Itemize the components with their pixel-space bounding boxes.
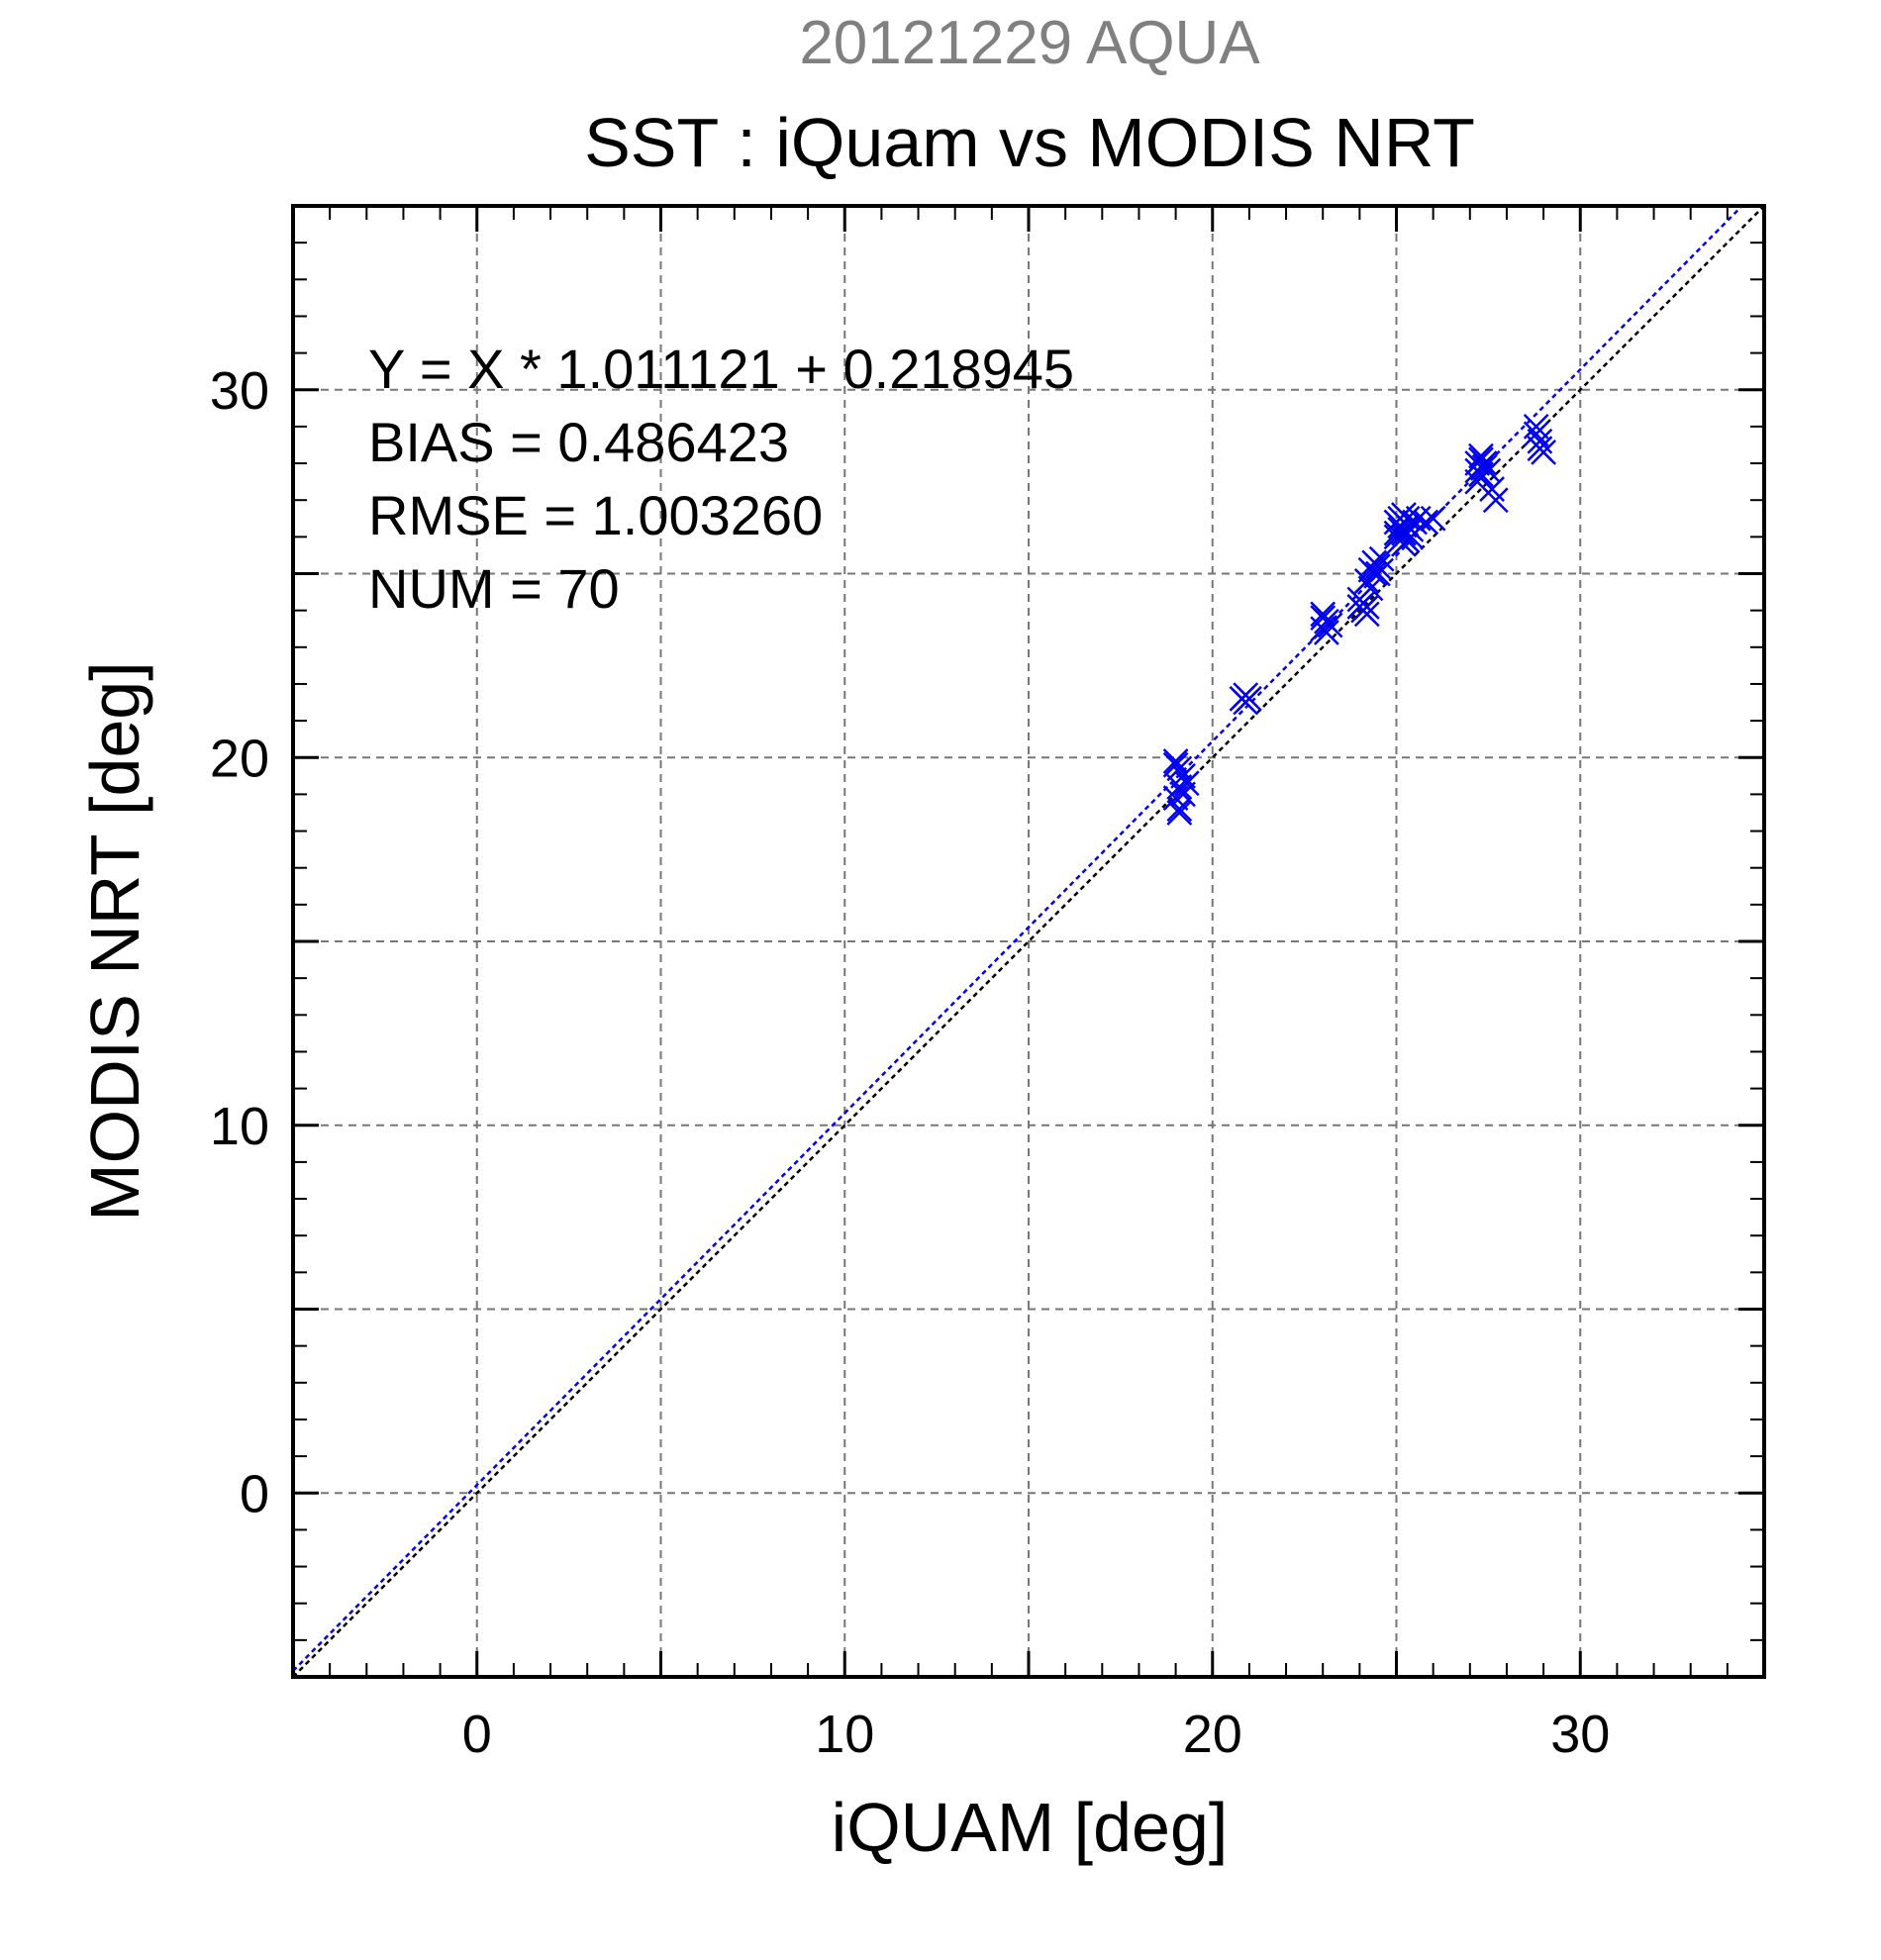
data-point (1398, 524, 1425, 550)
stats-line: RMSE = 1.003260 (368, 484, 823, 546)
y-tick-label: 10 (210, 1097, 269, 1156)
data-point (1166, 800, 1193, 826)
data-point (1317, 612, 1343, 638)
data-point (1523, 421, 1549, 447)
x-tick-label: 10 (815, 1705, 874, 1764)
data-point (1237, 685, 1262, 712)
data-points (1162, 414, 1556, 826)
fit-line (292, 205, 1743, 1672)
plot-frame (291, 204, 1766, 1679)
y-tick-label: 20 (210, 729, 269, 788)
y-tick-label: 30 (210, 361, 269, 421)
data-point (1357, 575, 1384, 602)
stats-line: BIAS = 0.486423 (368, 411, 789, 473)
data-point (1383, 520, 1410, 546)
data-point (1523, 414, 1549, 440)
y-tick-label: 0 (240, 1464, 269, 1523)
grid-lines (293, 206, 1764, 1677)
x-tick-label: 30 (1550, 1705, 1610, 1764)
reference-lines (292, 205, 1765, 1678)
data-point (1365, 560, 1391, 587)
data-point (1420, 505, 1446, 532)
data-point (1531, 440, 1556, 465)
data-point (1173, 770, 1200, 797)
x-tick-label: 0 (462, 1705, 492, 1764)
stats-line: Y = X * 1.011121 + 0.218945 (368, 338, 1074, 400)
data-point (1353, 568, 1380, 594)
chart-subtitle: 20121229 AQUA (799, 9, 1260, 77)
data-point (1468, 442, 1494, 469)
x-axis-label: iQUAM [deg] (832, 1789, 1229, 1866)
y-tick-labels: 0 10 20 30 (210, 361, 269, 1524)
stats-annotation: Y = X * 1.011121 + 0.218945 BIAS = 0.4864… (368, 338, 1074, 620)
data-point (1368, 545, 1395, 572)
x-tick-label: 20 (1183, 1705, 1242, 1764)
y-axis-label: MODIS NRT [deg] (76, 661, 153, 1221)
data-point (1365, 553, 1391, 579)
data-point (1166, 755, 1193, 782)
data-point (1162, 748, 1189, 774)
data-point (1166, 796, 1193, 823)
data-point (1471, 450, 1498, 476)
stats-line: NUM = 70 (368, 557, 620, 620)
chart-title: SST : iQuam vs MODIS NRT (584, 104, 1475, 181)
data-point (1482, 487, 1509, 514)
x-tick-labels: 0 10 20 30 (462, 1705, 1611, 1764)
data-point (1310, 601, 1336, 628)
data-point (1353, 601, 1380, 628)
data-point (1310, 616, 1336, 642)
